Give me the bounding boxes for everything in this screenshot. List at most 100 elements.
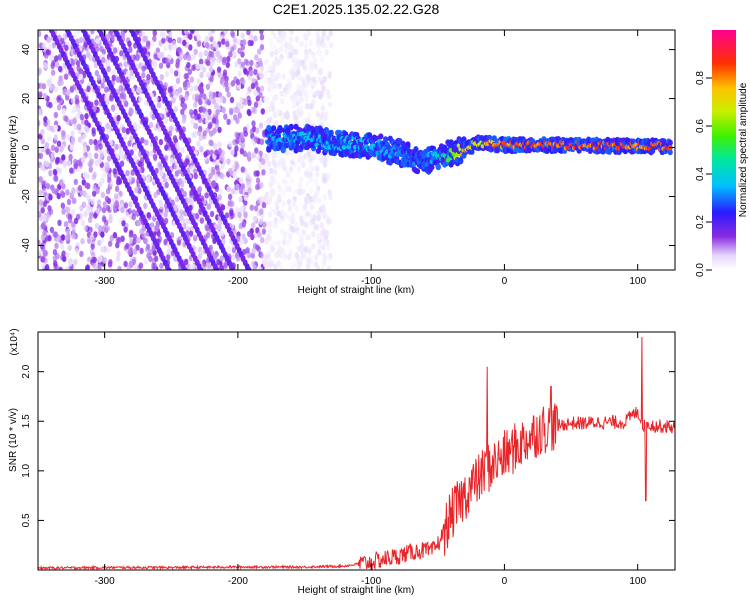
heatmap-cell	[111, 69, 116, 77]
heatmap-cell	[254, 183, 260, 191]
heatmap-cell	[81, 201, 87, 208]
heatmap-cell	[316, 210, 321, 217]
heatmap-cell	[86, 182, 91, 190]
heatmap-cell	[100, 82, 105, 89]
heatmap-cell	[112, 168, 117, 175]
heatmap-cell	[137, 160, 143, 168]
heatmap-cell	[272, 168, 278, 176]
heatmap-cell	[172, 44, 178, 51]
heatmap-cell	[231, 254, 236, 261]
x-tick-label: 100	[629, 276, 646, 287]
heatmap-cell	[80, 238, 85, 245]
heatmap-cell	[235, 137, 240, 144]
heatmap-cell	[197, 129, 202, 136]
heatmap-cell	[60, 243, 65, 251]
heatmap-cell	[258, 162, 263, 170]
heatmap-cell	[264, 237, 269, 245]
heatmap-cell	[38, 211, 42, 218]
x-tick-label: 100	[629, 576, 646, 587]
heatmap-cell	[324, 49, 329, 56]
heatmap-cell	[277, 125, 283, 132]
heatmap-cell	[321, 263, 326, 270]
x-tick-label: -300	[95, 276, 115, 287]
heatmap-cell	[51, 187, 56, 194]
heatmap-cell	[318, 67, 323, 75]
heatmap-cell	[259, 34, 265, 41]
heatmap-cell	[317, 242, 323, 250]
heatmap-cell	[253, 136, 259, 143]
heatmap-cell	[322, 161, 328, 168]
heatmap-cell	[298, 105, 304, 112]
heatmap-cell	[215, 159, 220, 166]
heatmap-cell	[52, 249, 58, 256]
heatmap-cell	[90, 198, 96, 205]
heatmap-cell	[310, 88, 315, 96]
heatmap-cell	[461, 136, 467, 143]
heatmap-cell	[206, 203, 211, 210]
heatmap-cell	[283, 253, 288, 260]
heatmap-cell	[258, 122, 264, 129]
heatmap-cell	[71, 197, 77, 205]
heatmap-cell	[106, 33, 111, 40]
heatmap-cell	[206, 72, 211, 79]
heatmap-cell	[198, 267, 204, 270]
heatmap-cell	[217, 219, 223, 226]
heatmap-cell	[163, 217, 169, 225]
heatmap-cell	[237, 211, 242, 219]
heatmap-cell	[65, 251, 70, 258]
heatmap-cell	[54, 242, 59, 249]
heatmap-cell	[111, 74, 116, 82]
colorbar-tick-label: 0.0	[695, 263, 706, 277]
heatmap-cell	[296, 230, 301, 237]
heatmap-cell	[84, 119, 89, 126]
heatmap-cell	[138, 96, 143, 103]
heatmap-cell	[316, 47, 322, 54]
heatmap-cell	[109, 180, 114, 188]
heatmap-cell	[198, 98, 203, 106]
heatmap-cell	[279, 186, 284, 194]
heatmap-cell	[138, 262, 144, 269]
heatmap-cell	[295, 100, 300, 107]
heatmap-cell	[214, 185, 220, 192]
heatmap-cell	[82, 171, 88, 178]
heatmap-cell	[88, 166, 94, 173]
heatmap-cell	[400, 140, 406, 147]
heatmap-cell	[252, 264, 257, 270]
heatmap-cell	[311, 98, 316, 106]
heatmap-cell	[234, 61, 239, 68]
heatmap-cell	[62, 161, 68, 169]
heatmap-cell	[148, 121, 154, 129]
heatmap-cell	[183, 35, 188, 42]
heatmap-cell	[405, 141, 411, 148]
heatmap-cell	[165, 57, 170, 65]
heatmap-cell	[52, 168, 58, 176]
heatmap-cell	[53, 231, 59, 238]
heatmap-cell	[87, 256, 92, 263]
heatmap-cell	[322, 194, 327, 201]
heatmap-cell	[310, 259, 315, 267]
heatmap-cell	[311, 76, 317, 83]
heatmap-cell	[42, 61, 48, 68]
heatmap-cell	[306, 263, 311, 270]
heatmap-cell	[301, 229, 306, 236]
heatmap-cell	[305, 53, 310, 60]
heatmap-cell	[378, 133, 384, 140]
heatmap-cell	[129, 69, 134, 77]
heatmap-cell	[226, 246, 232, 253]
heatmap-cell	[247, 86, 252, 93]
heatmap-cell	[69, 144, 75, 151]
heatmap-cell	[159, 170, 164, 177]
heatmap-cell	[119, 160, 125, 167]
heatmap-cell	[271, 125, 277, 132]
heatmap-cell	[240, 51, 245, 58]
heatmap-cell	[241, 221, 246, 228]
heatmap-cell	[267, 64, 272, 72]
heatmap-cell	[271, 95, 276, 103]
heatmap-cell	[212, 181, 217, 189]
heatmap-cell	[667, 149, 673, 156]
heatmap-cell	[309, 218, 314, 226]
heatmap-cell	[198, 58, 204, 65]
heatmap-cell	[56, 140, 62, 147]
heatmap-cell	[259, 181, 264, 189]
heatmap-cell	[41, 180, 46, 187]
